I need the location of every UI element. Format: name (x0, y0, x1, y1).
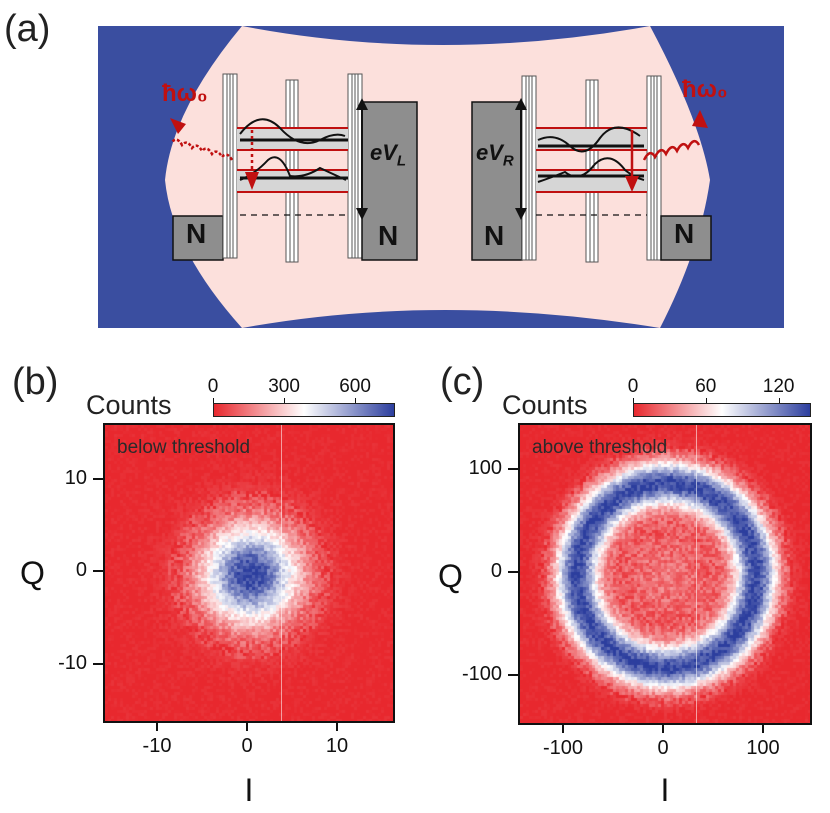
panel-b-label: (b) (12, 361, 59, 403)
xlabel-c: I (660, 772, 670, 808)
y-tick-label: 10 (64, 466, 87, 489)
left-lead-b (361, 101, 418, 261)
y-tick-label: 100 (468, 457, 502, 480)
x-tick-label: 100 (746, 737, 780, 759)
photon-label-right: ħω₀ (682, 76, 728, 103)
y-tick-mark (508, 571, 518, 573)
colorbar-c (633, 403, 811, 417)
y-tick-mark (508, 673, 518, 676)
x-tick-mark (246, 721, 248, 731)
colorbar-tick-label: 0 (627, 376, 639, 397)
left-double-dot (170, 73, 418, 263)
y-tick-label: -100 (461, 662, 502, 685)
colorbar-tick-label: 600 (339, 376, 371, 397)
cavity-region (165, 26, 710, 328)
ylabel-c: Q (438, 558, 463, 594)
x-tick-mark (156, 721, 158, 731)
note-c: above threshold (532, 437, 668, 458)
x-tick-mark (562, 723, 564, 733)
voltage-left-label: eVL (370, 140, 407, 170)
y-tick-mark (93, 477, 103, 480)
lead-label: N (186, 218, 207, 249)
x-tick-mark (762, 723, 764, 733)
x-tick-label: 0 (241, 735, 253, 757)
photon-label-left: ħω₀ (162, 80, 208, 107)
colorbar-tick-label: 300 (268, 376, 300, 397)
colorbar-tick-mark (355, 398, 357, 403)
lead-label: N (378, 220, 399, 251)
colorbar-b (213, 403, 395, 417)
x-tick-mark (662, 723, 664, 733)
y-tick-label: -10 (58, 651, 87, 674)
panel-a-label: (a) (4, 8, 51, 50)
right-lead-a (471, 101, 523, 261)
colorbar-c-label: Counts (502, 390, 588, 420)
lead-label: N (674, 218, 695, 249)
voltage-right-label: eVR (476, 140, 514, 170)
y-tick-mark (93, 570, 103, 572)
y-tick-mark (93, 662, 103, 665)
ylabel-b: Q (20, 555, 45, 591)
colorbar-tick-mark (778, 398, 780, 403)
colorbar-tick-label: 120 (762, 376, 795, 397)
right-lead-b (660, 215, 712, 261)
note-b: below threshold (117, 437, 251, 458)
colorbar-tick-label: 0 (207, 376, 219, 397)
x-tick-mark (336, 721, 338, 731)
heatmap-c: above threshold (518, 423, 812, 725)
colorbar-tick-mark (705, 398, 707, 403)
heatmap-b: below threshold (103, 423, 395, 723)
colorbar-tick-mark (213, 398, 214, 403)
x-tick-label: 10 (325, 735, 349, 757)
colorbar-tick-mark (284, 398, 286, 403)
device-schematic (98, 26, 784, 328)
xlabel-b: I (244, 772, 254, 808)
x-tick-label: -100 (542, 737, 584, 759)
colorbar-b-label: Counts (86, 390, 172, 420)
y-tick-mark (508, 468, 518, 471)
x-tick-label: 0 (657, 737, 669, 759)
lead-label: N (484, 220, 505, 251)
panel-c-label: (c) (440, 361, 485, 403)
colorbar-tick-mark (633, 398, 634, 403)
x-tick-label: -10 (142, 735, 172, 757)
right-double-dot (471, 75, 712, 263)
y-tick-label: 0 (490, 560, 502, 582)
colorbar-tick-label: 60 (695, 376, 717, 397)
y-tick-label: 0 (75, 559, 87, 581)
